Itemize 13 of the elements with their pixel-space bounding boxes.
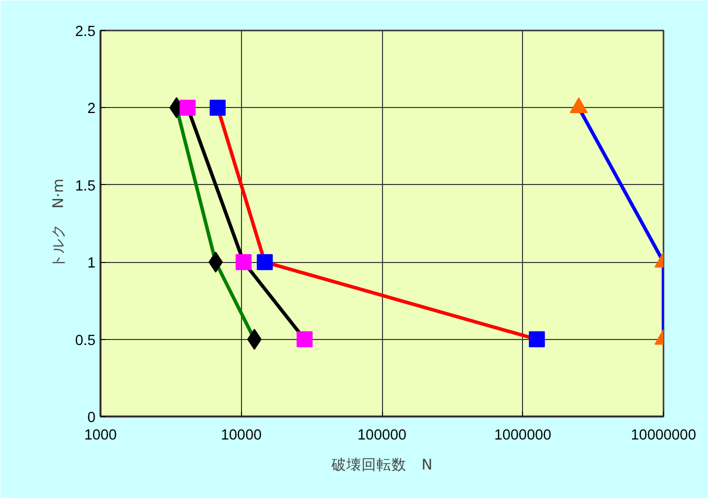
y-axis-title: トルク N·m [50, 178, 68, 268]
x-tick-label: 10000000 [630, 428, 696, 444]
x-axis-title: 破壊回転数 N [330, 456, 432, 474]
x-tick-label: 10000 [220, 428, 262, 444]
y-tick-label: 1.5 [75, 178, 96, 194]
y-tick-label: 2.5 [75, 24, 96, 40]
x-tick-label: 1000000 [494, 428, 552, 444]
y-tick-label: 0.5 [75, 332, 96, 349]
x-tick-label: 100000 [358, 428, 406, 444]
y-tick-label: 0 [87, 410, 96, 426]
x-tick-label: 1000 [84, 428, 117, 444]
y-tick-label: 1 [87, 256, 96, 272]
y-tick-label: 2 [87, 101, 96, 118]
